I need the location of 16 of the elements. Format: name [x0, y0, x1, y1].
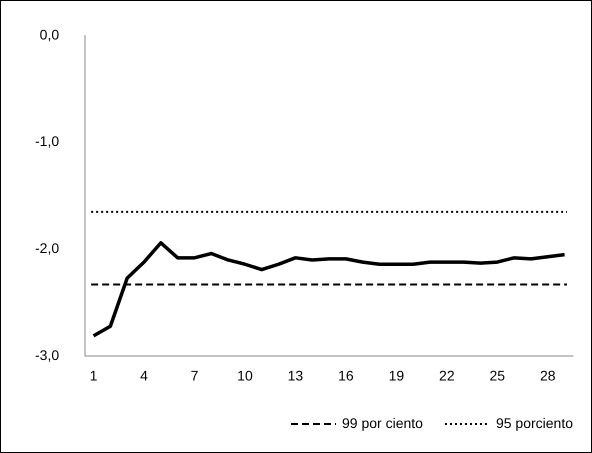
y-tick-label: -2,0	[35, 240, 60, 256]
x-tick-label: 4	[140, 367, 148, 384]
x-tick-label: 19	[388, 367, 404, 384]
y-tick-label: -3,0	[35, 347, 60, 364]
legend-label: 95 porciento	[496, 414, 574, 431]
x-tick-label: 1	[90, 367, 98, 384]
x-tick-label: 25	[490, 367, 506, 384]
x-tick-label: 28	[540, 367, 556, 384]
y-tick-label: 0,0	[40, 26, 60, 42]
y-tick-label: -1,0	[35, 133, 60, 150]
legend-label: 99 por ciento	[342, 414, 424, 431]
x-tick-label: 10	[237, 367, 253, 384]
x-tick-label: 13	[288, 367, 304, 384]
x-tick-label: 7	[190, 367, 199, 384]
x-tick-label: 22	[439, 367, 455, 384]
x-tick-label: 16	[338, 367, 354, 384]
